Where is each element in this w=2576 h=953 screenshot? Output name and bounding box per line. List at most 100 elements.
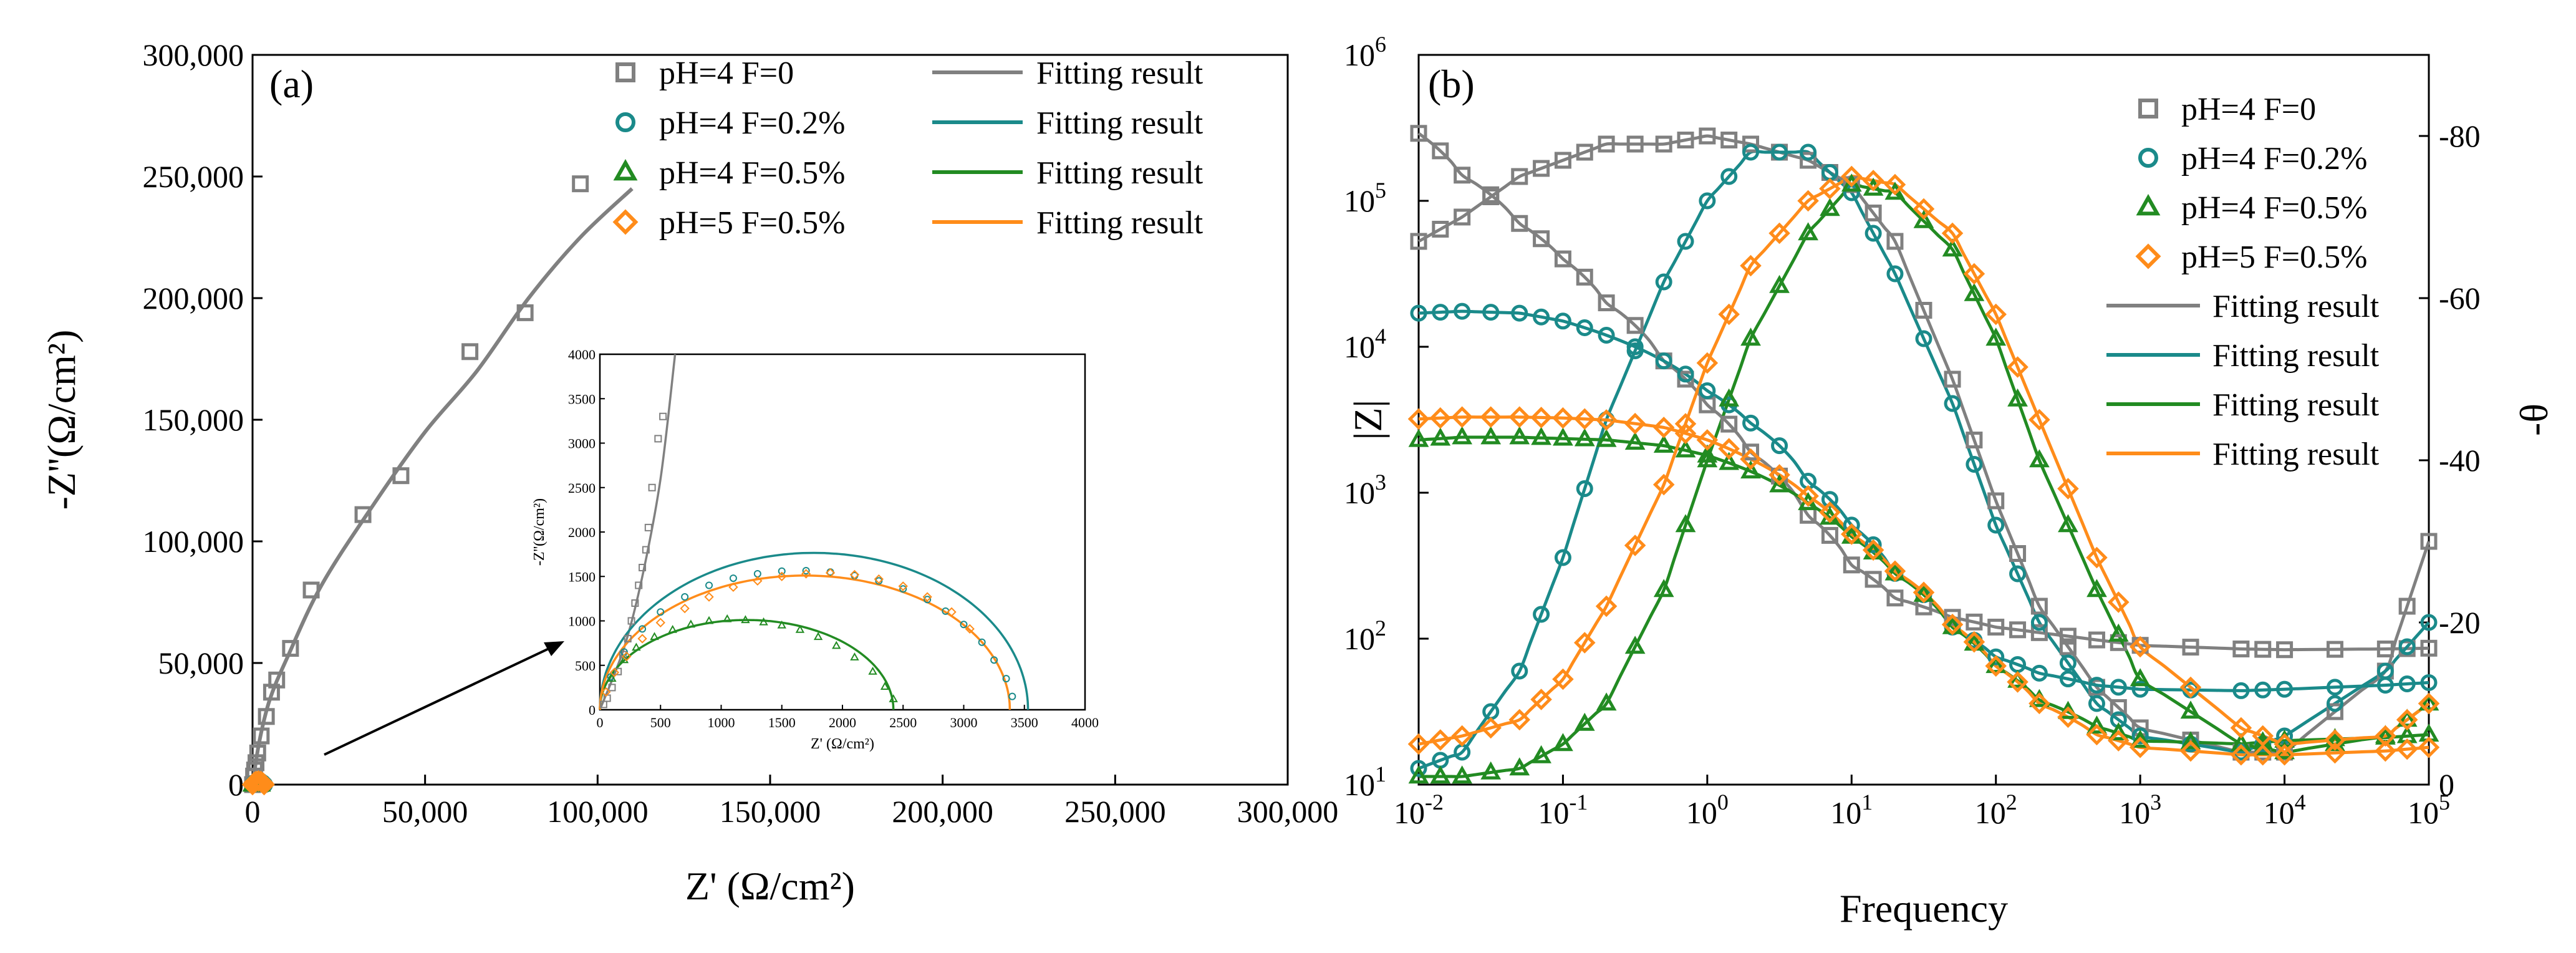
legend-label: pH=5 F=0.5% xyxy=(659,205,845,241)
data-point xyxy=(1624,412,1646,435)
data-point xyxy=(1511,168,1528,185)
inset-data-point xyxy=(614,667,622,675)
data-point xyxy=(1530,407,1552,428)
data-point xyxy=(1864,225,1882,242)
data-point xyxy=(1675,514,1696,533)
data-point xyxy=(1720,132,1738,148)
data-point xyxy=(1626,342,1644,359)
data-point xyxy=(1454,167,1471,184)
data-point xyxy=(1573,632,1596,654)
data-point xyxy=(1655,352,1672,370)
data-point xyxy=(1740,327,1761,346)
inset-data-point xyxy=(704,592,714,602)
legend-marker xyxy=(615,112,635,132)
data-point xyxy=(1595,409,1618,431)
tick-exponent: 2 xyxy=(2006,790,2017,815)
data-point xyxy=(2326,679,2343,696)
data-point xyxy=(2110,679,2127,696)
inset-data-point xyxy=(668,624,677,633)
data-point xyxy=(1719,388,1740,407)
data-point xyxy=(354,506,372,523)
inset-data-point xyxy=(654,435,662,443)
inset-x-tick-label: 4000 xyxy=(1071,715,1099,730)
data-point xyxy=(1508,709,1531,731)
inset-y-tick-label: 1000 xyxy=(568,614,596,629)
y2-tick-label: -60 xyxy=(2439,281,2481,316)
data-point xyxy=(1554,152,1571,169)
data-point xyxy=(2009,545,2027,562)
data-point xyxy=(1452,426,1473,445)
data-point xyxy=(2396,738,2418,760)
data-point xyxy=(2130,668,2151,687)
data-point xyxy=(2252,743,2274,766)
data-point xyxy=(1655,273,1672,291)
data-point xyxy=(1985,327,2007,346)
y-tick-label: 105 xyxy=(1344,178,1386,218)
data-point xyxy=(1576,480,1593,497)
data-point xyxy=(1531,745,1551,763)
legend-marker xyxy=(2135,243,2161,269)
data-point xyxy=(1452,765,1473,784)
data-point xyxy=(2396,709,2418,731)
inset-y-tick-label: 3500 xyxy=(568,391,596,407)
y2-tick-label: -80 xyxy=(2439,119,2481,153)
data-point xyxy=(1429,729,1452,751)
tick-base: 10 xyxy=(1344,329,1375,364)
inset-data-point xyxy=(639,625,647,633)
data-point xyxy=(1595,595,1618,617)
data-point xyxy=(1985,655,2007,677)
legend-label: pH=4 F=0.2% xyxy=(2181,141,2367,177)
data-point xyxy=(2030,664,2048,682)
inset-data-point xyxy=(659,412,667,420)
data-point xyxy=(249,744,266,762)
data-point xyxy=(1864,536,1882,553)
data-point xyxy=(2398,638,2416,655)
data-point xyxy=(2007,356,2028,378)
data-point xyxy=(2088,695,2105,712)
panel-a-label: (a) xyxy=(269,62,314,106)
inset-y-tick-label: 500 xyxy=(575,658,596,674)
data-point xyxy=(2057,706,2079,728)
data-point xyxy=(1553,427,1573,446)
inset-data-point xyxy=(795,624,805,633)
data-point xyxy=(2396,709,2418,727)
data-point xyxy=(1944,609,1961,626)
inset-data-point xyxy=(635,581,643,589)
inset-x-tick-label: 1500 xyxy=(768,715,796,730)
data-point xyxy=(2058,514,2078,533)
inset: 00 500 500 1000 1000 1500 1500 2000 2000 2500 2500… xyxy=(531,347,1099,752)
data-point xyxy=(1769,474,1790,493)
inset-y-tick-label: 0 xyxy=(589,702,596,718)
panel-b-label: (b) xyxy=(1428,62,1475,106)
data-point xyxy=(1987,492,2005,510)
inset-data-point xyxy=(650,632,659,641)
legend-label: Fitting result xyxy=(1036,105,1204,141)
data-point xyxy=(1740,254,1762,277)
data-point xyxy=(253,727,270,745)
data-point xyxy=(2029,449,2050,468)
data-point xyxy=(1408,765,1429,784)
data-point xyxy=(1821,491,1838,508)
data-point xyxy=(1718,438,1740,460)
data-point xyxy=(1742,414,1760,432)
y-tick-label: 106 xyxy=(1344,32,1386,72)
panel-b-y2label: -θ xyxy=(2512,404,2556,436)
inset-data-point xyxy=(990,656,998,664)
data-point xyxy=(1454,302,1471,320)
data-point xyxy=(302,581,320,599)
data-point xyxy=(2059,654,2077,672)
data-point xyxy=(2009,621,2027,639)
data-point xyxy=(1407,733,1430,755)
data-point xyxy=(1509,757,1530,776)
data-point xyxy=(1574,712,1595,731)
data-point xyxy=(1913,198,1935,220)
inset-data-point xyxy=(723,614,732,622)
data-point xyxy=(1432,304,1449,321)
data-point xyxy=(1482,304,1500,321)
data-point xyxy=(1697,444,1718,463)
data-point xyxy=(2398,597,2416,615)
legend-label: Fitting result xyxy=(2212,387,2380,423)
inset-y-tick-label: 2500 xyxy=(568,480,596,496)
y-tick-label: 102 xyxy=(1344,616,1386,656)
data-point xyxy=(2108,623,2129,642)
